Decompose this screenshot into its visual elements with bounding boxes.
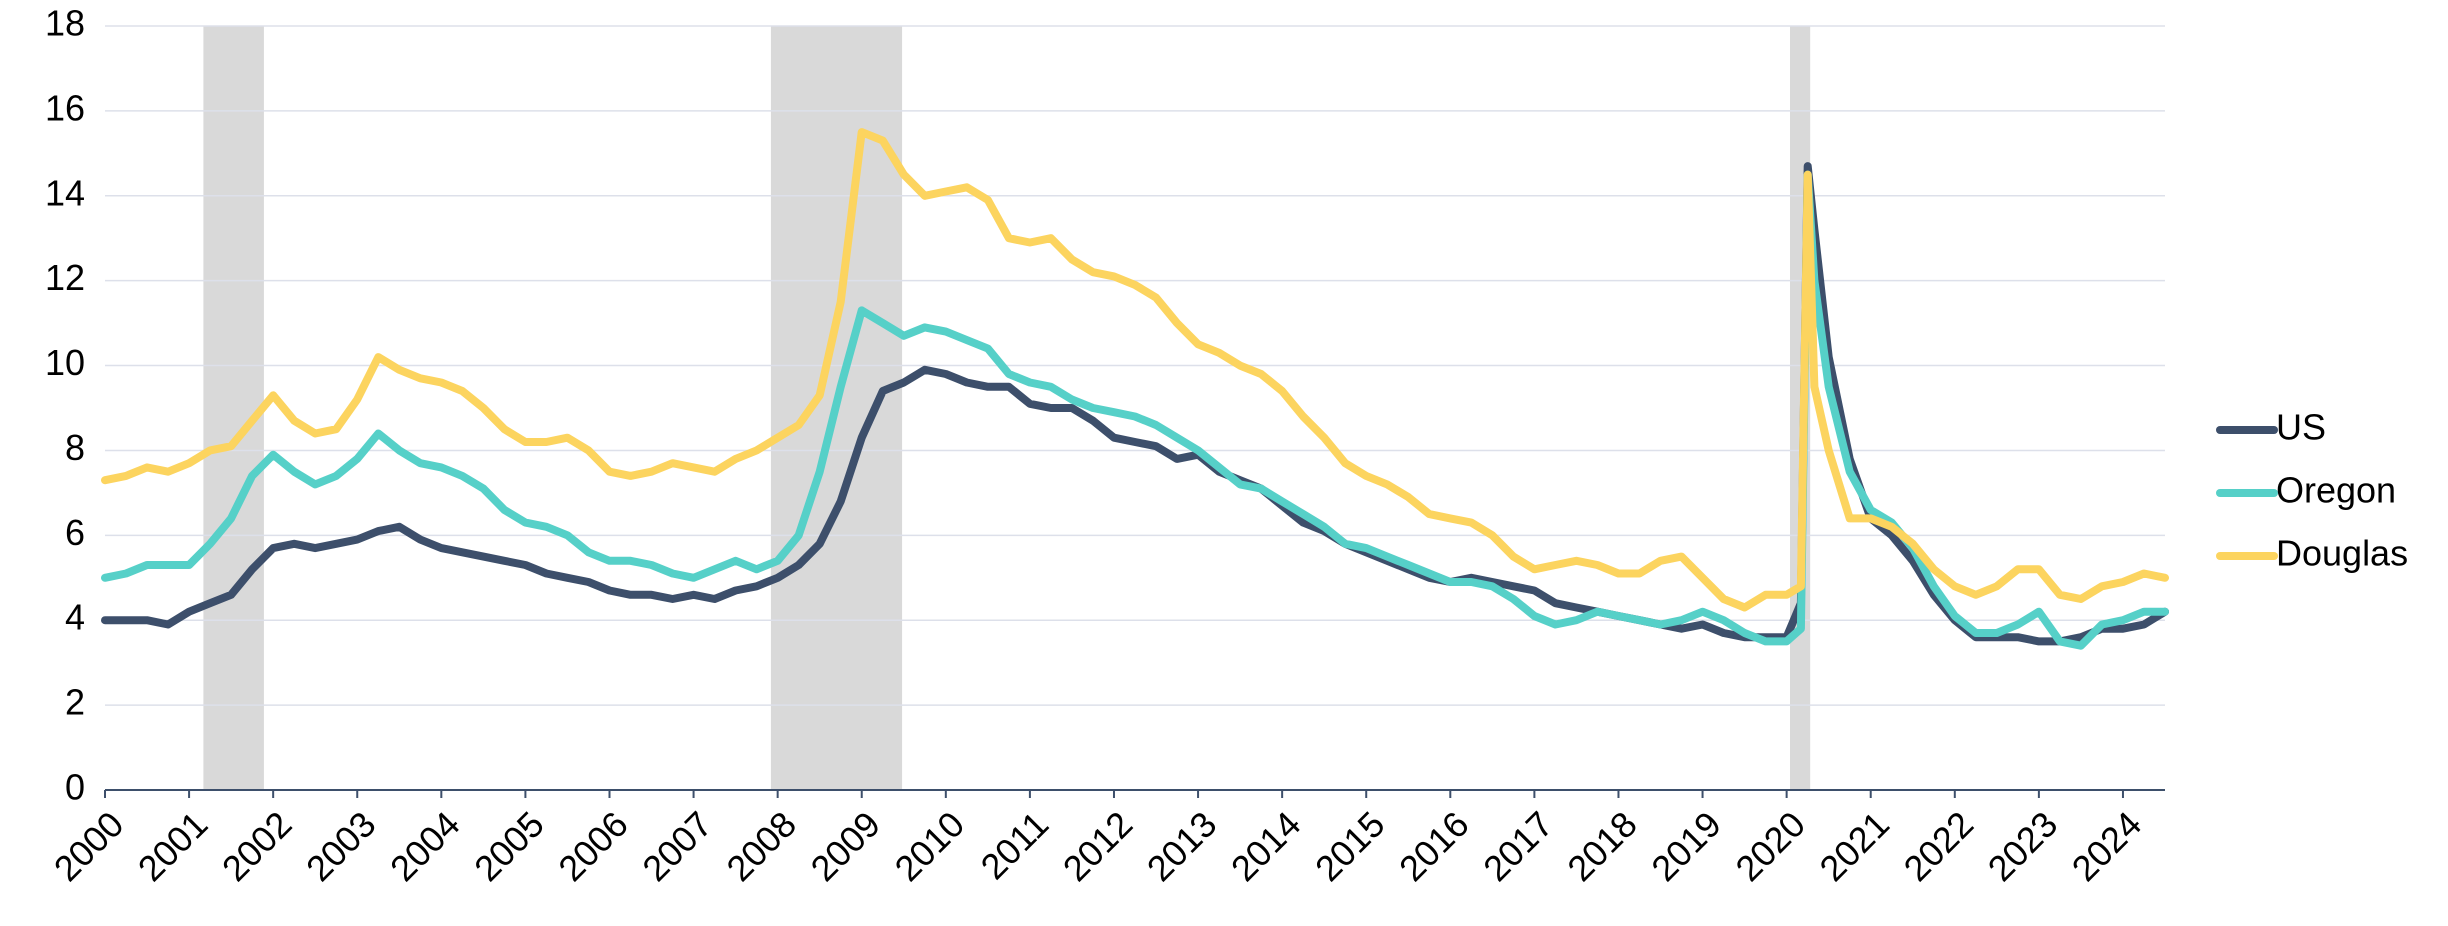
y-tick-label: 14 (45, 172, 85, 213)
x-tick-label: 2023 (1980, 803, 2066, 889)
y-tick-label: 8 (65, 427, 85, 468)
x-tick-label: 2019 (1643, 803, 1729, 889)
x-tick-label: 2010 (887, 803, 973, 889)
grid (104, 25, 2165, 798)
x-tick-label: 2000 (46, 803, 132, 889)
x-tick-label: 2024 (2064, 803, 2150, 889)
series-line (101, 170, 2169, 650)
x-tick-label: 2016 (1391, 803, 1477, 889)
y-tick-label: 0 (65, 767, 85, 808)
recession-band (203, 26, 264, 790)
x-tick-label: 2013 (1139, 803, 1225, 889)
recessions (203, 26, 1811, 790)
x-tick-label: 2002 (214, 803, 300, 889)
x-tick-label: 2015 (1307, 803, 1393, 889)
y-tick-label: 16 (45, 87, 85, 128)
x-tick-label: 2008 (718, 803, 804, 889)
x-tick-label: 2011 (973, 803, 1057, 887)
x-tick-label: 2006 (550, 803, 636, 889)
x-tick-label: 2020 (1727, 803, 1813, 889)
x-tick-label: 2005 (466, 803, 552, 889)
x-tick-label: 2022 (1896, 803, 1982, 889)
x-tick-label: 2003 (298, 803, 384, 889)
y-tick-label: 18 (45, 3, 85, 44)
x-tick-label: 2009 (802, 803, 888, 889)
legend-label: US (2276, 407, 2326, 448)
x-tick-label: 2004 (382, 803, 468, 889)
x-tick-label: 2014 (1223, 803, 1309, 889)
y-tick-label: 2 (65, 682, 85, 723)
legend-label: Oregon (2276, 470, 2396, 511)
y-tick-label: 10 (45, 342, 85, 383)
series-line (101, 162, 2169, 646)
y-tick-label: 6 (65, 512, 85, 553)
x-tick-label: 2018 (1559, 803, 1645, 889)
x-tick-label: 2021 (1811, 803, 1897, 889)
x-tick-label: 2001 (130, 803, 216, 889)
x-tick-label: 2017 (1475, 803, 1561, 889)
y-tick-label: 4 (65, 597, 85, 638)
y-tick-label: 12 (45, 257, 85, 298)
x-tick-label: 2012 (1055, 803, 1141, 889)
x-tick-label: 2007 (634, 803, 720, 889)
series-line (101, 128, 2169, 612)
lines (101, 128, 2169, 650)
legend-label: Douglas (2276, 533, 2408, 574)
